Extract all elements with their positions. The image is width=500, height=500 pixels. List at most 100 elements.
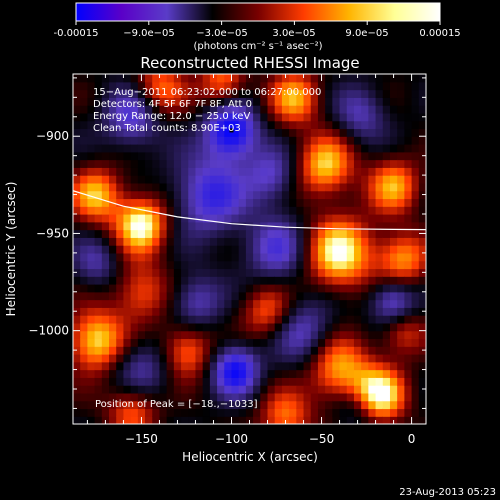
heatmap-cell (274, 322, 283, 332)
heatmap-cell (209, 369, 218, 378)
heatmap-cell (94, 307, 103, 316)
heatmap-cell (325, 105, 333, 114)
heatmap-cell (101, 120, 110, 130)
heatmap-cell (389, 237, 398, 246)
heatmap-cell (411, 346, 420, 355)
heatmap-cell (310, 198, 319, 207)
heatmap-cell (159, 307, 168, 316)
heatmap-cell (281, 206, 290, 215)
heatmap-cell (181, 299, 189, 308)
heatmap-cell (80, 299, 88, 308)
heatmap-cell (375, 81, 384, 91)
heatmap-cell (289, 120, 297, 130)
heatmap-cell (389, 120, 398, 130)
heatmap-cell (152, 159, 161, 168)
heatmap-cell (87, 221, 96, 231)
heatmap-cell (375, 105, 384, 114)
heatmap-cell (303, 416, 312, 424)
heatmap-cell (332, 245, 341, 254)
heatmap-cell (346, 369, 355, 378)
heatmap-cell (332, 369, 341, 378)
heatmap-cell (80, 112, 88, 122)
heatmap-cell (116, 221, 125, 231)
heatmap-cell (80, 159, 88, 168)
heatmap-cell (289, 190, 297, 200)
heatmap-cell (231, 408, 240, 417)
heatmap-cell (73, 276, 81, 285)
heatmap-cell (281, 330, 290, 340)
heatmap-cell (418, 400, 426, 410)
heatmap-cell (317, 354, 326, 363)
heatmap-cell (368, 105, 377, 114)
heatmap-cell (145, 245, 153, 254)
heatmap-cell (289, 136, 297, 145)
heatmap-cell (361, 361, 369, 371)
heatmap-cell (80, 268, 88, 277)
heatmap-cell (317, 214, 326, 223)
heatmap-cell (137, 400, 146, 410)
heatmap-cell (181, 167, 189, 176)
heatmap-cell (325, 377, 333, 386)
heatmap-cell (289, 338, 297, 347)
heatmap-cell (361, 151, 369, 161)
heatmap-cell (145, 128, 153, 137)
heatmap-cell (303, 206, 312, 215)
heatmap-cell (159, 369, 168, 378)
heatmap-cell (224, 354, 233, 363)
heatmap-cell (159, 74, 168, 83)
heatmap-cell (181, 175, 189, 184)
heatmap-cell (195, 97, 204, 106)
heatmap-cell (397, 128, 405, 137)
heatmap-cell (101, 159, 110, 168)
heatmap-cell (231, 206, 240, 215)
heatmap-cell (224, 182, 233, 192)
heatmap-cell (375, 377, 384, 386)
heatmap-cell (397, 81, 405, 91)
heatmap-cell (253, 330, 261, 340)
heatmap-cell (181, 330, 189, 340)
heatmap-cell (231, 198, 240, 207)
heatmap-cell (289, 245, 297, 254)
heatmap-cell (217, 276, 225, 285)
heatmap-cell (325, 392, 333, 402)
heatmap-cell (303, 81, 312, 91)
heatmap-cell (368, 385, 377, 394)
heatmap-cell (101, 214, 110, 223)
heatmap-cell (123, 338, 132, 347)
heatmap-cell (274, 408, 283, 417)
heatmap-cell (303, 151, 312, 161)
heatmap-cell (267, 322, 276, 332)
heatmap-cell (418, 361, 426, 371)
heatmap-cell (289, 89, 297, 98)
heatmap-cell (152, 229, 161, 238)
heatmap-cell (339, 299, 348, 308)
heatmap-cell (310, 190, 319, 200)
heatmap-cell (382, 159, 391, 168)
heatmap-cell (418, 330, 426, 340)
heatmap-cell (87, 377, 96, 386)
heatmap-cell (116, 322, 125, 332)
heatmap-cell (181, 291, 189, 301)
heatmap-cell (224, 385, 233, 394)
heatmap-cell (253, 112, 261, 122)
heatmap-cell (411, 245, 420, 254)
colorbar-tick-label: -0.00015 (54, 28, 99, 39)
heatmap-cell (173, 322, 182, 332)
heatmap-cell (303, 167, 312, 176)
heatmap-cell (375, 291, 384, 301)
heatmap-cell (382, 167, 391, 176)
heatmap-cell (130, 128, 139, 137)
heatmap-cell (202, 299, 211, 308)
heatmap-cell (202, 97, 211, 106)
heatmap-cell (195, 354, 204, 363)
heatmap-cell (382, 299, 391, 308)
heatmap-cell (253, 284, 261, 293)
heatmap-cell (289, 408, 297, 417)
heatmap-cell (94, 167, 103, 176)
x-axis-label: Heliocentric X (arcsec) (182, 450, 318, 464)
heatmap-cell (202, 354, 211, 363)
heatmap-cell (274, 291, 283, 301)
heatmap-cell (325, 190, 333, 200)
heatmap-cell (109, 229, 117, 238)
heatmap-cell (325, 338, 333, 347)
